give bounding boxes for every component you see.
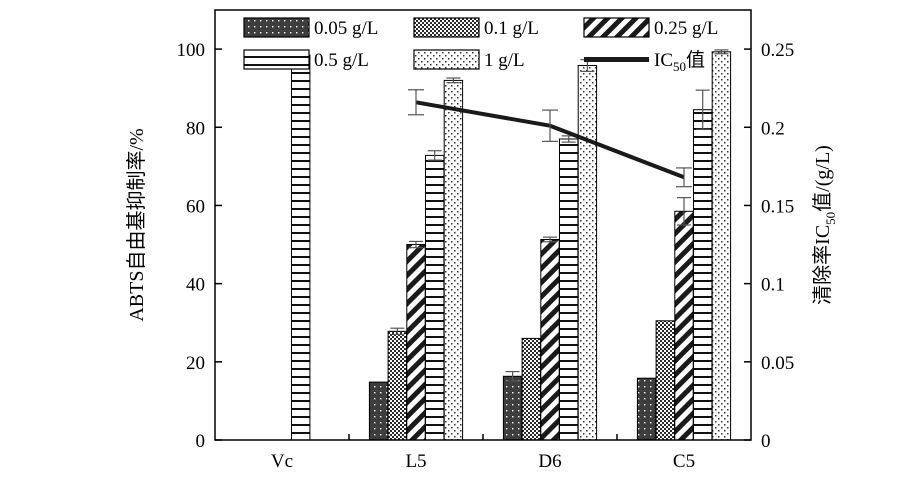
axes: 0 20 40 60 80 100 0 0.05 0.1 0.15 0.2 0.25 Vc L5 D6 C5 <box>177 40 795 472</box>
bar-d6-series-1 <box>521 337 541 441</box>
y-left-tick-label: 60 <box>186 196 205 217</box>
bar-c5-series-1 <box>655 320 675 441</box>
legend: 0.05 g/L 0.1 g/L 0.25 g/L 0.5 g/L 1 g/L IC50值 <box>243 17 718 74</box>
y-left-tick-label: 20 <box>186 353 205 374</box>
y-axis-right-title: 清除率IC50值/(g/L) <box>811 145 838 305</box>
y-right-tick-label: 0.05 <box>761 353 794 374</box>
y-left-tick-label: 0 <box>196 431 206 452</box>
x-tick-label: Vc <box>271 451 293 472</box>
error-bar-c5-series-3 <box>695 89 710 130</box>
x-tick-label: L5 <box>405 451 426 472</box>
x-tick-label: C5 <box>673 451 695 472</box>
legend-label-sub: 50 <box>673 59 686 74</box>
error-bar-l5-series-4 <box>446 77 461 84</box>
legend-label: 0.25 g/L <box>654 18 718 39</box>
y-right-tick-label: 0.25 <box>761 40 794 61</box>
legend-item-series-2: 0.25 g/L <box>583 17 718 39</box>
legend-swatch <box>583 17 650 38</box>
error-bar-c5-series-4 <box>714 49 729 55</box>
error-bar-l5-series-3 <box>427 150 442 161</box>
legend-label-part2: 值 <box>686 49 705 71</box>
bar-l5-series-2 <box>406 244 426 441</box>
legend-label: 0.5 g/L <box>314 50 369 71</box>
bar-c5-series-0 <box>636 377 657 441</box>
bar-c5-series-4 <box>711 51 732 441</box>
ic50-line-group <box>408 89 692 188</box>
bar-d6-series-0 <box>502 375 523 441</box>
y-right-tick-label: 0.1 <box>761 275 785 296</box>
y-right-tick-label: 0.2 <box>761 118 785 139</box>
y-axis-right-title-part2: 值/(g/L) <box>811 145 834 212</box>
legend-swatch <box>243 17 310 38</box>
legend-label: IC50值 <box>654 49 705 74</box>
legend-item-ic50: IC50值 <box>584 49 705 74</box>
bar-l5-series-1 <box>387 330 408 441</box>
y-left-tick-label: 80 <box>186 118 205 139</box>
legend-swatch <box>243 49 310 70</box>
y-left-tick-label: 100 <box>177 40 206 61</box>
legend-label: 0.05 g/L <box>314 18 378 39</box>
y-right-tick-label: 0.15 <box>761 196 794 217</box>
ic50-error-bar-d6 <box>542 109 558 142</box>
bars <box>291 51 732 441</box>
y-axis-left-title: ABTS自由基抑制率/% <box>125 128 148 321</box>
y-axis-right-title-sub: 50 <box>823 212 838 225</box>
y-right-tick-label: 0 <box>761 431 771 452</box>
x-tick-label: D6 <box>538 451 561 472</box>
legend-label-part1: IC <box>654 50 673 71</box>
ic50-error-bar-c5 <box>676 167 692 188</box>
error-bar-c5-series-2 <box>677 197 691 226</box>
legend-swatch <box>413 17 480 38</box>
bar-l5-series-0 <box>368 381 389 441</box>
legend-item-series-1: 0.1 g/L <box>413 17 539 39</box>
legend-swatch <box>413 49 480 70</box>
legend-label: 0.1 g/L <box>484 18 539 39</box>
error-bar-d6-series-2 <box>543 236 557 243</box>
legend-item-series-0: 0.05 g/L <box>243 17 378 39</box>
legend-item-series-4: 1 g/L <box>413 49 525 71</box>
bar-d6-series-2 <box>540 239 560 441</box>
bar-vc-series-3 <box>291 54 311 441</box>
error-bar-l5-series-1 <box>390 327 405 336</box>
legend-label: 1 g/L <box>484 50 525 71</box>
bar-l5-series-3 <box>425 154 445 441</box>
error-bar-l5-series-2 <box>409 240 423 249</box>
bar-d6-series-3 <box>559 138 579 441</box>
bar-c5-series-3 <box>693 109 713 441</box>
bar-d6-series-4 <box>577 65 598 441</box>
y-axis-right-title-part1: 清除率IC <box>811 225 834 305</box>
legend-item-series-3: 0.5 g/L <box>243 49 369 71</box>
bar-l5-series-4 <box>443 79 464 441</box>
bar-c5-series-2 <box>674 210 694 441</box>
error-bar-d6-series-0 <box>505 370 520 382</box>
ic50-error-bar-l5 <box>408 89 424 116</box>
y-left-tick-label: 40 <box>186 275 205 296</box>
